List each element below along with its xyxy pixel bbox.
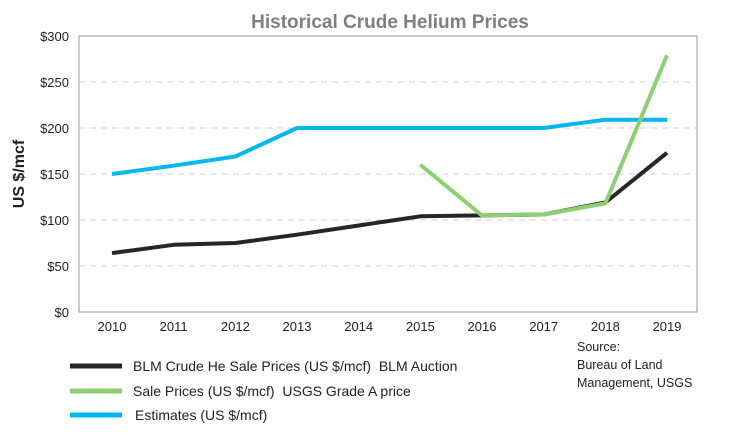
y-axis-label: US $/mcf	[11, 139, 28, 208]
x-tick-label: 2013	[283, 319, 312, 334]
source-line-2: Bureau of Land	[577, 358, 663, 372]
legend: BLM Crude He Sale Prices (US $/mcf) BLM …	[70, 358, 457, 423]
y-tick-label: $100	[40, 213, 69, 228]
chart-title: Historical Crude Helium Prices	[251, 12, 529, 33]
y-tick-label: $300	[40, 29, 69, 44]
x-tick-label: 2018	[591, 319, 620, 334]
y-tick-label: $150	[40, 167, 69, 182]
y-tick-label: $0	[55, 305, 69, 320]
series-line-2	[419, 54, 669, 218]
x-tick-label: 2019	[653, 319, 682, 334]
source-line-1: Source:	[577, 340, 620, 354]
x-tick-label: 2015	[406, 319, 435, 334]
source-line-3: Management, USGS	[577, 376, 692, 390]
legend-label-2: Sale Prices (US $/mcf) USGS Grade A pric…	[133, 383, 411, 399]
legend-label-3: Estimates (US $/mcf)	[135, 407, 267, 423]
series-line-3	[111, 117, 667, 176]
y-tick-label: $50	[47, 259, 69, 274]
x-tick-label: 2012	[221, 319, 250, 334]
x-tick-label: 2014	[344, 319, 373, 334]
x-axis-ticks: 2010 2011 2012 2013 2014 2015 2016 2017 2018 2019	[98, 319, 682, 334]
series-line-1	[111, 151, 669, 256]
gridlines	[79, 81, 697, 267]
x-tick-label: 2016	[468, 319, 497, 334]
source-note: Source: Bureau of Land Management, USGS	[577, 340, 692, 390]
series-lines	[111, 54, 669, 256]
y-tick-label: $200	[40, 121, 69, 136]
y-axis-ticks: $0 $50 $100 $150 $200 $250 $300	[40, 29, 69, 320]
x-tick-label: 2010	[98, 319, 127, 334]
legend-label-1: BLM Crude He Sale Prices (US $/mcf) BLM …	[133, 358, 457, 374]
x-tick-label: 2017	[529, 319, 558, 334]
y-tick-label: $250	[40, 75, 69, 90]
x-tick-label: 2011	[160, 319, 188, 334]
